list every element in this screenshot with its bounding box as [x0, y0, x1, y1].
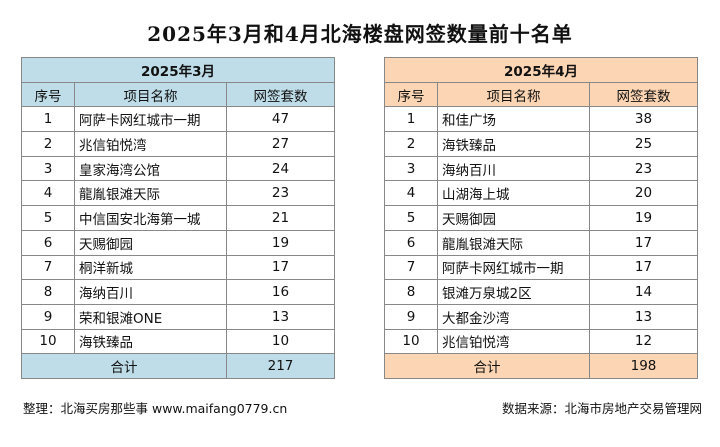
column-header-count: 网签套数 — [226, 81, 335, 108]
rank-cell: 2 — [384, 131, 438, 157]
project-name-cell: 天赐御园 — [437, 205, 590, 231]
total-value: 198 — [589, 353, 698, 379]
rank-cell: 5 — [384, 205, 438, 231]
count-cell: 24 — [226, 155, 335, 182]
table-row: 4 龍胤银滩天际 23 — [21, 180, 335, 207]
page-title: 2025年3月和4月北海楼盘网签数量前十名单 — [147, 22, 573, 46]
project-name-cell: 银滩万泉城2区 — [437, 279, 590, 305]
count-cell: 25 — [589, 131, 698, 157]
table-row: 9 荣和银滩ONE 13 — [21, 303, 335, 330]
project-name-cell: 兆信铂悦湾 — [437, 328, 590, 355]
table-row: 5 中信国安北海第一城 21 — [21, 205, 335, 231]
project-name-cell: 皇家海湾公馆 — [74, 155, 227, 182]
rank-cell: 7 — [384, 254, 438, 281]
count-cell: 17 — [226, 254, 335, 281]
count-cell: 20 — [589, 180, 698, 207]
project-name-cell: 海铁臻品 — [74, 328, 227, 355]
table-row: 6 天赐御园 19 — [21, 229, 335, 256]
project-name-cell: 阿萨卡网红城市一期 — [74, 106, 227, 133]
rank-cell: 6 — [21, 229, 75, 256]
project-name-cell: 兆信铂悦湾 — [74, 131, 227, 157]
project-name-cell: 和佳广场 — [437, 106, 590, 133]
rank-cell: 8 — [384, 279, 438, 305]
total-value: 217 — [226, 353, 335, 379]
table-row: 6 龍胤银滩天际 17 — [384, 229, 698, 256]
project-name-cell: 海纳百川 — [437, 155, 590, 182]
table-row: 8 银滩万泉城2区 14 — [384, 279, 698, 305]
table-row: 10 海铁臻品 10 — [21, 328, 335, 355]
rank-cell: 10 — [384, 328, 438, 355]
project-name-cell: 荣和银滩ONE — [74, 303, 227, 330]
project-name-cell: 桐洋新城 — [74, 254, 227, 281]
total-label: 合计 — [384, 353, 590, 379]
table-row: 7 桐洋新城 17 — [21, 254, 335, 281]
table-row: 4 山湖海上城 20 — [384, 180, 698, 207]
count-cell: 23 — [226, 180, 335, 207]
table-row: 1 阿萨卡网红城市一期 47 — [21, 106, 335, 133]
table-month-header: 2025年4月 — [384, 57, 698, 83]
rank-cell: 4 — [21, 180, 75, 207]
column-header-rank: 序号 — [21, 81, 75, 108]
project-name-cell: 龍胤银滩天际 — [437, 229, 590, 256]
count-cell: 14 — [589, 279, 698, 305]
table-row: 1 和佳广场 38 — [384, 106, 698, 133]
count-cell: 19 — [589, 205, 698, 231]
footer-source: 数据来源：北海市房地产交易管理网 — [501, 401, 702, 416]
footer-credit: 整理：北海买房那些事 www.maifang0779.cn — [23, 401, 288, 416]
rank-cell: 4 — [384, 180, 438, 207]
count-cell: 10 — [226, 328, 335, 355]
count-cell: 47 — [226, 106, 335, 133]
count-cell: 23 — [589, 155, 698, 182]
count-cell: 13 — [226, 303, 335, 330]
count-cell: 13 — [589, 303, 698, 330]
march-ranking-table: 2025年3月 序号 项目名称 网签套数 1 阿萨卡网红城市一期 47 2 兆信铂悦湾 2… — [21, 57, 335, 379]
project-name-cell: 中信国安北海第一城 — [74, 205, 227, 231]
count-cell: 12 — [589, 328, 698, 355]
project-name-cell: 海纳百川 — [74, 279, 227, 305]
project-name-cell: 天赐御园 — [74, 229, 227, 256]
count-cell: 16 — [226, 279, 335, 305]
table-row: 2 海铁臻品 25 — [384, 131, 698, 157]
table-row: 2 兆信铂悦湾 27 — [21, 131, 335, 157]
column-header-rank: 序号 — [384, 81, 438, 108]
rank-cell: 9 — [21, 303, 75, 330]
table-month-header: 2025年3月 — [21, 57, 335, 83]
rank-cell: 10 — [21, 328, 75, 355]
table-row: 9 大都金沙湾 13 — [384, 303, 698, 330]
project-name-cell: 阿萨卡网红城市一期 — [437, 254, 590, 281]
april-ranking-table: 2025年4月 序号 项目名称 网签套数 1 和佳广场 38 2 海铁臻品 25 3 海纳百川… — [384, 57, 698, 379]
rank-cell: 8 — [21, 279, 75, 305]
table-row: 7 阿萨卡网红城市一期 17 — [384, 254, 698, 281]
project-name-cell: 海铁臻品 — [437, 131, 590, 157]
table-row: 3 皇家海湾公馆 24 — [21, 155, 335, 182]
count-cell: 19 — [226, 229, 335, 256]
column-header-project: 项目名称 — [437, 81, 590, 108]
table-row: 10 兆信铂悦湾 12 — [384, 328, 698, 355]
count-cell: 21 — [226, 205, 335, 231]
rank-cell: 3 — [21, 155, 75, 182]
total-label: 合计 — [21, 353, 227, 379]
table-row: 8 海纳百川 16 — [21, 279, 335, 305]
count-cell: 27 — [226, 131, 335, 157]
project-name-cell: 龍胤银滩天际 — [74, 180, 227, 207]
rank-cell: 6 — [384, 229, 438, 256]
rank-cell: 1 — [384, 106, 438, 133]
column-header-project: 项目名称 — [74, 81, 227, 108]
project-name-cell: 山湖海上城 — [437, 180, 590, 207]
rank-cell: 9 — [384, 303, 438, 330]
rank-cell: 7 — [21, 254, 75, 281]
column-header-count: 网签套数 — [589, 81, 698, 108]
rank-cell: 1 — [21, 106, 75, 133]
table-row: 3 海纳百川 23 — [384, 155, 698, 182]
rank-cell: 2 — [21, 131, 75, 157]
count-cell: 17 — [589, 254, 698, 281]
count-cell: 17 — [589, 229, 698, 256]
project-name-cell: 大都金沙湾 — [437, 303, 590, 330]
table-row: 5 天赐御园 19 — [384, 205, 698, 231]
count-cell: 38 — [589, 106, 698, 133]
rank-cell: 3 — [384, 155, 438, 182]
rank-cell: 5 — [21, 205, 75, 231]
